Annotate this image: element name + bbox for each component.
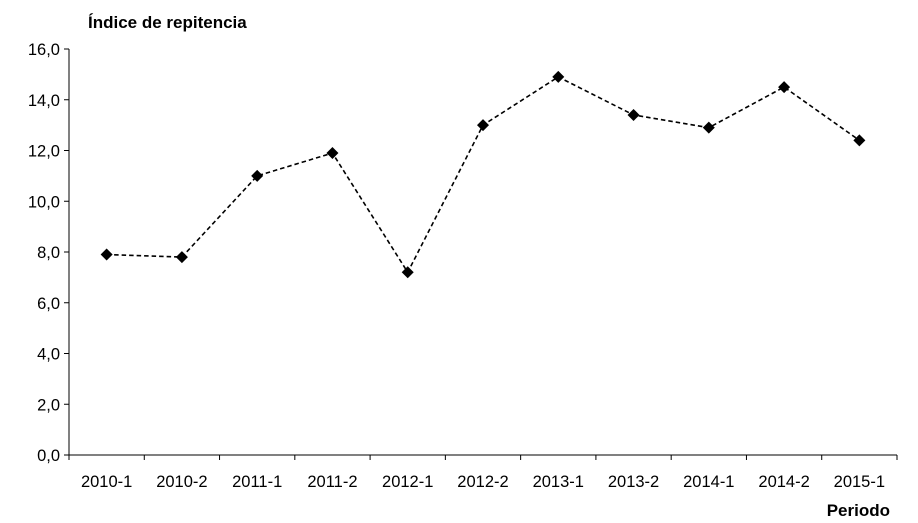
y-tick-label: 2,0	[37, 396, 60, 414]
data-point-marker	[477, 119, 489, 132]
x-tick-label: 2012-2	[457, 473, 508, 491]
data-point-marker	[702, 121, 715, 134]
y-axis-title: Índice de repitencia	[88, 13, 247, 32]
x-tick-label: 2015-1	[834, 473, 885, 491]
data-point-marker	[251, 169, 264, 182]
data-point-marker	[552, 70, 565, 83]
y-tick-label: 8,0	[37, 244, 60, 262]
data-point-marker	[853, 134, 866, 147]
x-tick-label: 2010-2	[156, 473, 207, 491]
y-tick-label: 0,0	[37, 447, 60, 465]
x-axis-title: Periodo	[827, 501, 890, 520]
data-point-marker	[778, 81, 791, 94]
y-ticks: 0,0 2,0 4,0 6,0 8,0 10,0 12,0 14,0 16,0	[28, 41, 69, 465]
x-tick-label: 2011-1	[232, 473, 282, 491]
x-tick-label: 2014-2	[758, 473, 809, 491]
y-tick-label: 6,0	[37, 295, 60, 313]
y-tick-label: 12,0	[28, 143, 60, 161]
y-tick-label: 16,0	[28, 41, 60, 59]
series-line	[106, 75, 860, 274]
series-group	[100, 70, 866, 279]
y-tick-label: 4,0	[37, 346, 60, 364]
y-tick-label: 14,0	[28, 92, 60, 110]
y-tick-label: 10,0	[28, 193, 60, 211]
x-tick-label: 2013-1	[533, 473, 584, 491]
data-point-marker	[175, 251, 188, 264]
axes	[68, 49, 897, 456]
data-point-marker	[100, 248, 113, 261]
x-tick-label: 2012-1	[382, 473, 433, 491]
data-point-marker	[326, 147, 339, 160]
x-tick-label: 2013-2	[608, 473, 659, 491]
data-point-marker	[627, 108, 640, 121]
x-ticks: 2010-1 2010-2 2011-1 2011-2 2012-1 2012-2 2013…	[68, 455, 898, 491]
x-tick-label: 2014-1	[683, 473, 734, 491]
data-point-marker	[401, 266, 414, 279]
x-tick-label: 2010-1	[81, 473, 132, 491]
x-tick-label: 2011-2	[307, 473, 357, 491]
